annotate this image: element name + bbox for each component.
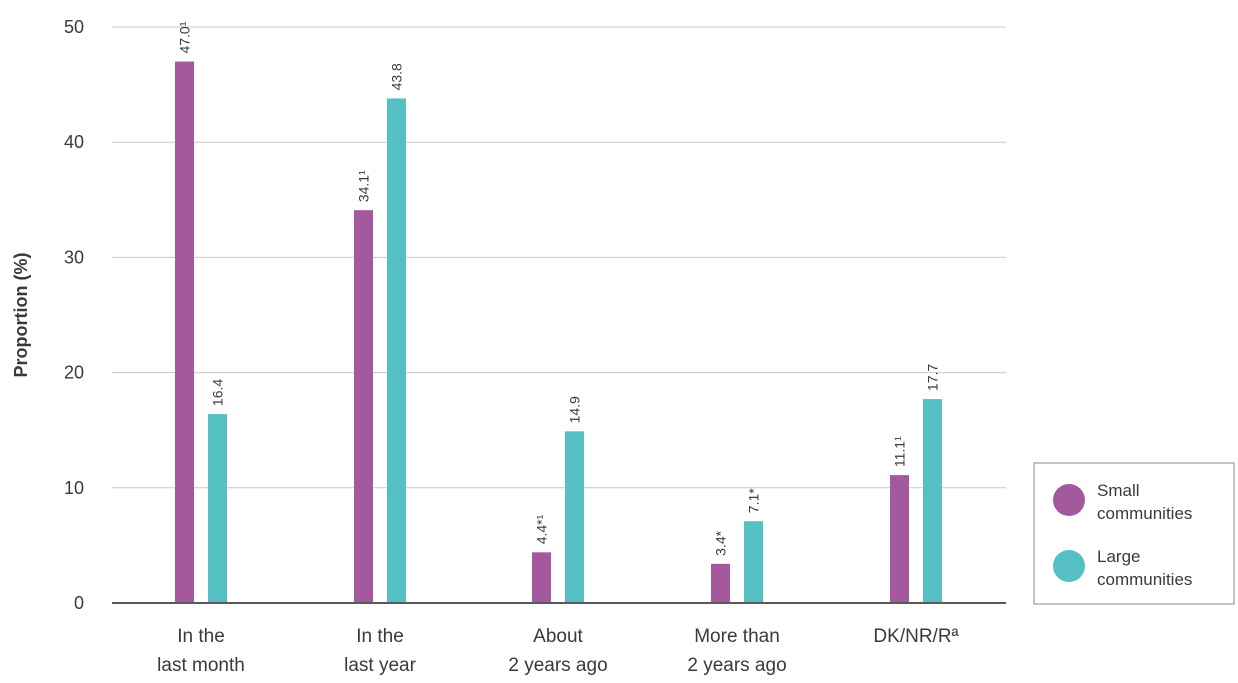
legend-label: Large communities xyxy=(1097,547,1192,589)
y-tick-label: 50 xyxy=(64,17,84,37)
bar-small-0 xyxy=(175,61,194,604)
legend-items: Small communities Large communities xyxy=(1053,481,1192,589)
data-label: 16.4 xyxy=(210,379,226,406)
legend-swatch xyxy=(1053,484,1085,516)
data-label: 3.4* xyxy=(713,530,729,555)
data-label: 4.4*¹ xyxy=(534,514,550,544)
y-tick-label: 40 xyxy=(64,132,84,152)
data-label: 14.9 xyxy=(567,396,583,423)
y-tick-label: 20 xyxy=(64,363,84,383)
bar-large-4 xyxy=(923,399,942,603)
bar-small-1 xyxy=(354,210,373,603)
bar-large-1 xyxy=(387,98,406,603)
bar-small-3 xyxy=(711,563,730,603)
legend: Small communities Large communities xyxy=(1033,462,1235,605)
x-tick-label: DK/NR/Rª xyxy=(873,626,959,647)
x-tick-label: In the last month xyxy=(157,626,245,676)
y-tick-label: 30 xyxy=(64,247,84,267)
data-label: 47.0¹ xyxy=(177,21,193,53)
gridlines xyxy=(112,26,1006,489)
bars xyxy=(175,61,942,604)
data-label: 17.7 xyxy=(925,364,941,391)
y-axis-title: Proportion (%) xyxy=(11,253,31,378)
bar-large-2 xyxy=(565,431,584,603)
legend-swatch xyxy=(1053,550,1085,582)
data-label: 7.1* xyxy=(746,488,762,513)
bar-small-2 xyxy=(532,552,551,603)
x-tick-label: More than 2 years ago xyxy=(687,626,786,676)
data-label: 34.1¹ xyxy=(356,170,372,202)
y-tick-label: 10 xyxy=(64,478,84,498)
bar-large-0 xyxy=(208,414,227,603)
data-label: 11.1¹ xyxy=(892,436,908,467)
legend-label: Small communities xyxy=(1097,481,1192,523)
x-tick-label: About 2 years ago xyxy=(508,626,607,676)
data-labels: 47.0¹ 34.1¹ 4.4*¹ 3.4* 11.1¹ 16.4 43.8 14.9 7.1*… xyxy=(177,21,941,556)
x-axis-categories: In the last month In the last year About 2 ye… xyxy=(157,626,959,676)
data-label: 43.8 xyxy=(389,63,405,90)
x-tick-label: In the last year xyxy=(344,626,416,676)
bar-small-4 xyxy=(890,475,909,603)
y-axis-ticks: 0 10 20 30 40 50 xyxy=(64,17,84,613)
bar-large-3 xyxy=(744,521,763,603)
y-tick-label: 0 xyxy=(74,593,84,613)
